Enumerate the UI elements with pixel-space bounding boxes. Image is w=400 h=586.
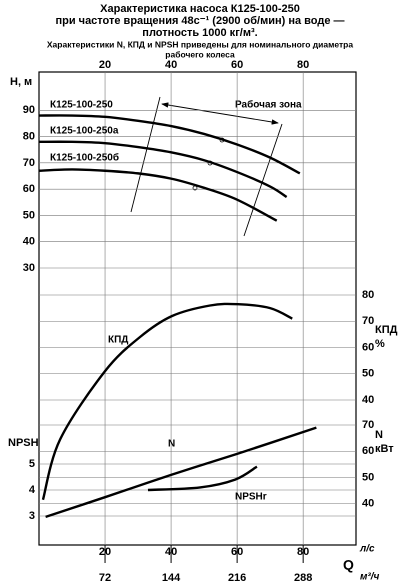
x-unit: л/с [359, 544, 375, 555]
y-tick-label: 80 [362, 289, 374, 301]
zone-boundary [130, 96, 161, 213]
x2-tick-label: 288 [294, 572, 312, 584]
series-line [45, 426, 317, 519]
x-top-tick-label: 80 [297, 59, 309, 71]
x-top-tick-label: 20 [99, 59, 111, 71]
zone-boundary [243, 123, 283, 237]
subtitle-line: рабочего колеса [165, 49, 235, 59]
y-axis-label: КПД [375, 324, 398, 336]
series-line [147, 465, 258, 492]
y-tick-label: 3 [29, 510, 35, 522]
y-tick-label: 60 [362, 445, 374, 457]
y-tick-label: 4 [29, 484, 36, 496]
x2-tick-label: 144 [162, 572, 181, 584]
series-label: К125-100-250б [50, 152, 119, 164]
y-tick-label: 60 [23, 183, 35, 195]
x-top-tick-label: 40 [165, 59, 177, 71]
x2-tick-label: 72 [99, 572, 111, 584]
y-tick-label: 70 [362, 419, 374, 431]
y-tick-label: 90 [23, 104, 35, 116]
title-line: Характеристика насоса К125-100-250 [100, 3, 300, 15]
x-axis-label: Q [343, 557, 354, 573]
title-line: при частоте вращения 48с⁻¹ (2900 об/мин)… [56, 15, 345, 27]
y-tick-label: 40 [23, 236, 35, 248]
series-line [38, 114, 301, 175]
series-label: N [168, 439, 175, 450]
y-tick-label: 70 [362, 315, 374, 327]
series-label: К125-100-250 [50, 100, 113, 111]
zone-arrow [161, 102, 279, 125]
y-tick-label: 50 [362, 368, 374, 380]
y-tick-label: 5 [29, 458, 35, 470]
plot-frame [38, 71, 357, 546]
y-axis-label: NPSH [8, 437, 39, 449]
y-tick-label: 50 [23, 209, 35, 221]
y-tick-label: 40 [362, 498, 374, 510]
series-line [41, 302, 293, 501]
annotation: Рабочая зона [235, 99, 302, 111]
series-label: К125-100-250а [50, 126, 119, 137]
y-tick-label: 40 [362, 394, 374, 406]
y-axis-label: кВт [375, 443, 394, 455]
series-label: КПД [108, 335, 128, 346]
y-tick-label: 30 [23, 262, 35, 274]
series-line [38, 168, 278, 222]
y-tick-label: 70 [23, 157, 35, 169]
y-tick-label: 50 [362, 471, 374, 483]
x2-unit: м³/ч [360, 572, 380, 583]
x-top-tick-label: 60 [231, 59, 243, 71]
subtitle-line: Характеристики N, КПД и NPSH приведены д… [47, 39, 353, 49]
series-line [38, 140, 288, 199]
y-tick-label: 60 [362, 341, 374, 353]
y-axis-label: N [375, 429, 383, 441]
title-line: плотность 1000 кг/м³. [142, 27, 257, 39]
x2-tick-label: 216 [228, 572, 246, 584]
series-label: NPSHr [235, 492, 267, 503]
y-tick-label: 80 [23, 130, 35, 142]
y-axis-label: H, м [10, 76, 32, 88]
y-axis-label: % [375, 338, 385, 350]
working-zone [130, 96, 283, 237]
